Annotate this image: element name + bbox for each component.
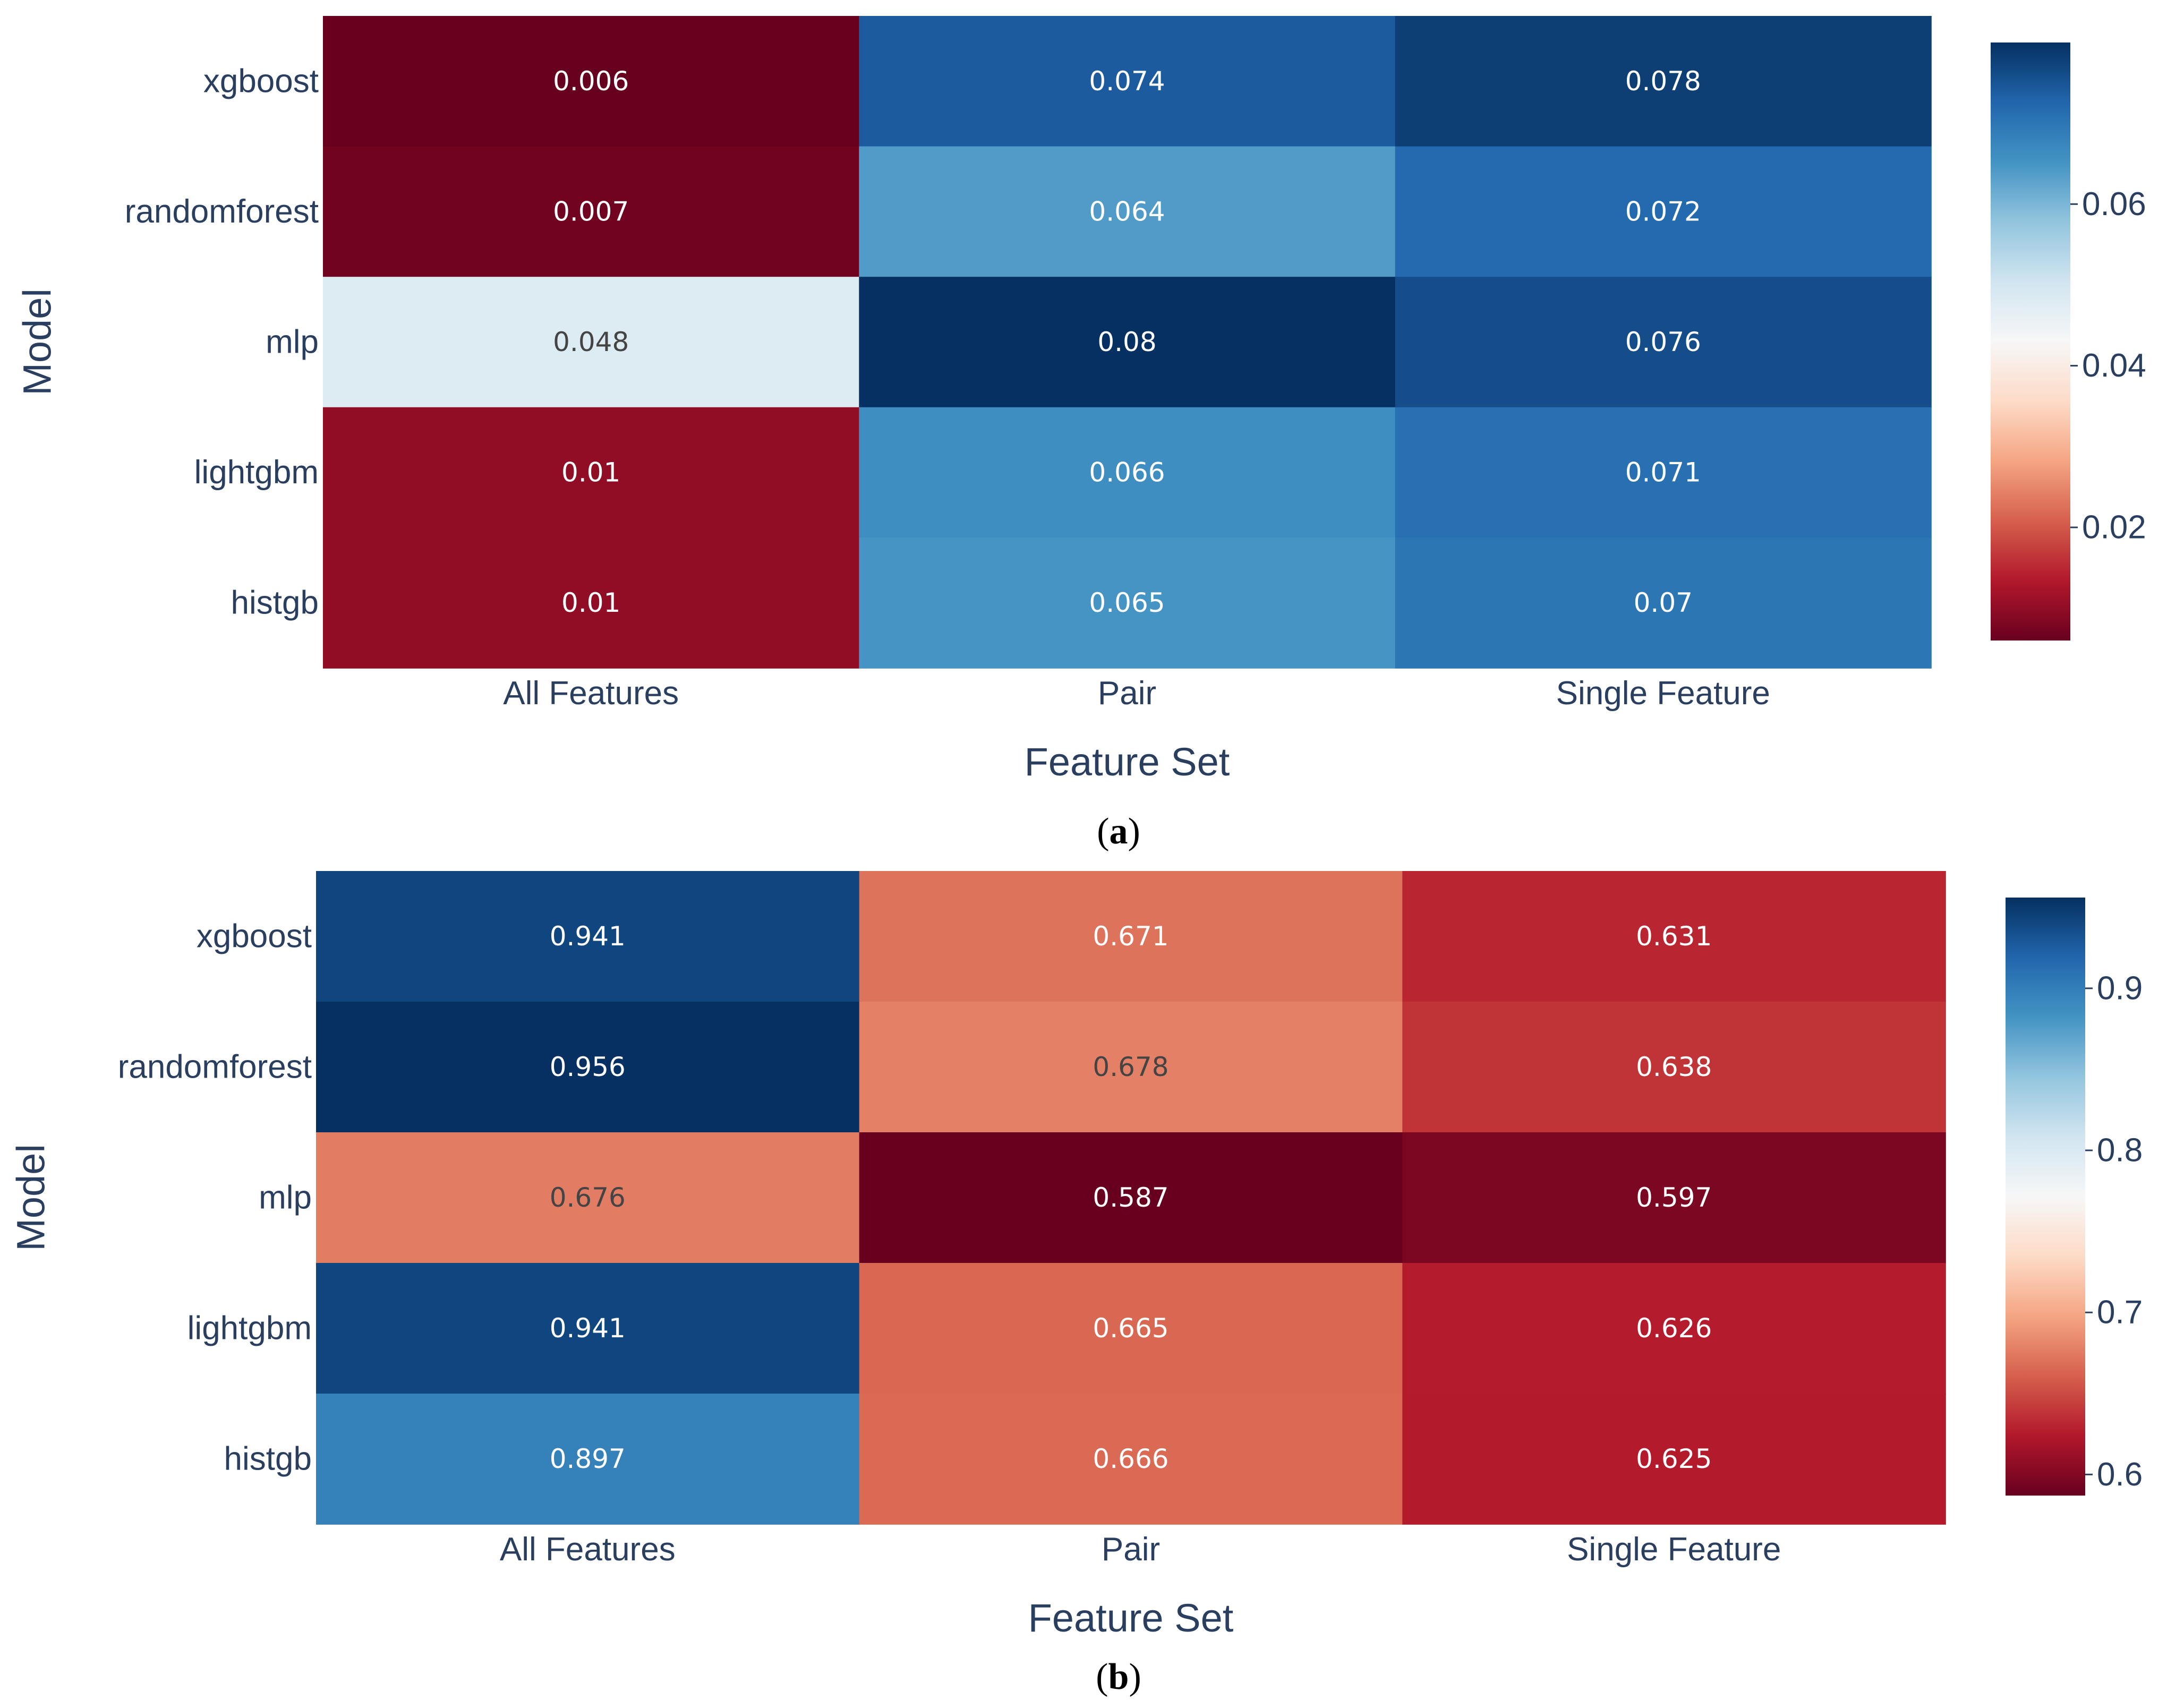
chart1-cell-r3-c0 — [316, 1263, 860, 1394]
caption-b: (b) — [1096, 1656, 1141, 1697]
chart0-colorbar-tick-0: 0.02 — [2082, 509, 2146, 546]
chart0-cell-label-r1-c2: 0.072 — [1625, 196, 1701, 227]
chart1-x-axis-title: Feature Set — [1028, 1596, 1234, 1640]
chart1-cell-label-r2-c2: 0.597 — [1636, 1182, 1712, 1213]
chart1-cell-r1-c1 — [859, 1002, 1403, 1133]
chart1-cell-r0-c1 — [859, 871, 1403, 1002]
chart0-cell-label-r1-c0: 0.007 — [553, 196, 629, 227]
chart1-y-tick-mlp: mlp — [259, 1180, 312, 1216]
chart0-cell-label-r4-c0: 0.01 — [561, 587, 620, 618]
chart0-cell-r1-c1 — [859, 146, 1396, 277]
chart0-cell-r2-c2 — [1395, 277, 1932, 408]
chart0-colorbar — [1991, 42, 2070, 640]
chart0-x-tick-1: Pair — [1098, 675, 1156, 712]
chart0-cell-r1-c0 — [323, 146, 860, 277]
chart0-x-tick-0: All Features — [503, 675, 679, 712]
chart0-y-tick-mlp: mlp — [266, 324, 319, 361]
chart0-cell-label-r0-c2: 0.078 — [1625, 66, 1701, 97]
chart0-y-tick-lightgbm: lightgbm — [194, 454, 319, 491]
caption-a-letter: a — [1110, 811, 1128, 852]
chart1-cell-label-r3-c2: 0.626 — [1636, 1313, 1712, 1344]
chart0-cell-label-r2-c0: 0.048 — [553, 327, 629, 357]
chart1-cell-label-r1-c2: 0.638 — [1636, 1052, 1712, 1082]
chart1-y-tick-xgboost: xgboost — [197, 918, 312, 955]
chart1-cell-r3-c2 — [1402, 1263, 1946, 1394]
chart0-y-tick-randomforest: randomforest — [125, 193, 319, 230]
chart1-cell-label-r2-c0: 0.676 — [550, 1182, 626, 1213]
caption-b-letter: b — [1108, 1656, 1129, 1697]
chart0-x-axis-title: Feature Set — [1025, 740, 1230, 784]
chart0-cell-r4-c2 — [1395, 537, 1932, 669]
chart1-colorbar-tick-0: 0.6 — [2097, 1456, 2143, 1493]
caption-a: (a) — [1097, 811, 1140, 852]
chart1-cell-r4-c0 — [316, 1394, 860, 1525]
chart0-cell-label-r4-c2: 0.07 — [1634, 587, 1693, 618]
chart0-cell-label-r0-c1: 0.074 — [1089, 66, 1165, 97]
chart0-cell-r4-c1 — [859, 537, 1396, 669]
chart1-cell-r0-c0 — [316, 871, 860, 1002]
chart1-cell-r2-c1 — [859, 1132, 1403, 1263]
chart1-cell-r4-c1 — [859, 1394, 1403, 1525]
heatmap-panel-a: 0.006 0.074 0.078 0.007 0.064 0.072 0.048 0.08 0… — [15, 16, 2146, 784]
chart0-cell-label-r3-c1: 0.066 — [1089, 457, 1165, 488]
chart1-x-tick-2: Single Feature — [1567, 1531, 1781, 1568]
chart1-cell-r1-c0 — [316, 1002, 860, 1133]
chart1-y-tick-randomforest: randomforest — [118, 1049, 312, 1086]
chart1-y-tick-lightgbm: lightgbm — [187, 1310, 312, 1347]
chart1-colorbar — [2006, 898, 2085, 1496]
chart0-y-tick-xgboost: xgboost — [203, 63, 319, 99]
chart0-colorbar-tick-2: 0.06 — [2082, 186, 2146, 223]
chart0-cell-label-r3-c2: 0.071 — [1625, 457, 1701, 488]
chart1-cell-r4-c2 — [1402, 1394, 1946, 1525]
chart0-cell-r3-c2 — [1395, 407, 1932, 539]
chart0-y-tick-histgb: histgb — [231, 585, 319, 621]
chart0-colorbar-tick-1: 0.04 — [2082, 347, 2146, 384]
chart0-cell-r1-c2 — [1395, 146, 1932, 277]
chart0-y-axis-title: Model — [15, 288, 59, 396]
chart1-cell-r0-c2 — [1402, 871, 1946, 1002]
chart0-cell-r0-c1 — [859, 16, 1396, 147]
chart1-cell-label-r1-c0: 0.956 — [550, 1052, 626, 1082]
chart1-y-tick-histgb: histgb — [224, 1441, 312, 1478]
chart0-cell-label-r1-c1: 0.064 — [1089, 196, 1165, 227]
chart0-cell-r4-c0 — [323, 537, 860, 669]
chart1-cell-label-r4-c2: 0.625 — [1636, 1444, 1712, 1474]
chart0-cell-r0-c2 — [1395, 16, 1932, 147]
chart1-cell-label-r2-c1: 0.587 — [1093, 1182, 1168, 1213]
chart1-cell-label-r4-c0: 0.897 — [550, 1444, 626, 1474]
chart1-cell-label-r3-c1: 0.665 — [1093, 1313, 1168, 1344]
chart0-cell-r0-c0 — [323, 16, 860, 147]
chart1-cell-r2-c2 — [1402, 1132, 1946, 1263]
chart0-cell-r2-c1 — [859, 277, 1396, 408]
chart0-cell-r3-c0 — [323, 407, 860, 539]
chart1-cell-label-r3-c0: 0.941 — [550, 1313, 626, 1344]
chart1-x-tick-0: All Features — [500, 1531, 676, 1568]
chart1-y-axis-title: Model — [9, 1144, 53, 1251]
chart1-colorbar-tick-3: 0.9 — [2097, 970, 2143, 1006]
chart1-cell-label-r0-c1: 0.671 — [1093, 921, 1168, 952]
heatmap-panel-b: 0.941 0.671 0.631 0.956 0.678 0.638 0.676 0.587… — [9, 871, 2143, 1640]
chart0-cell-label-r0-c0: 0.006 — [553, 66, 629, 97]
chart0-cell-label-r2-c2: 0.076 — [1625, 327, 1701, 357]
chart1-cell-r1-c2 — [1402, 1002, 1946, 1133]
chart1-cell-label-r4-c1: 0.666 — [1093, 1444, 1168, 1474]
chart1-cell-r3-c1 — [859, 1263, 1403, 1394]
chart0-cell-r3-c1 — [859, 407, 1396, 539]
chart0-cell-label-r4-c1: 0.065 — [1089, 587, 1165, 618]
chart1-colorbar-tick-2: 0.8 — [2097, 1132, 2143, 1169]
chart1-cell-r2-c0 — [316, 1132, 860, 1263]
chart1-cell-label-r0-c0: 0.941 — [550, 921, 626, 952]
chart1-x-tick-1: Pair — [1102, 1531, 1160, 1568]
chart0-cell-label-r3-c0: 0.01 — [561, 457, 620, 488]
chart0-cell-r2-c0 — [323, 277, 860, 408]
chart1-cell-label-r0-c2: 0.631 — [1636, 921, 1712, 952]
chart0-x-tick-2: Single Feature — [1556, 675, 1770, 712]
chart0-cell-label-r2-c1: 0.08 — [1097, 327, 1156, 357]
chart1-colorbar-tick-1: 0.7 — [2097, 1294, 2143, 1331]
chart1-cell-label-r1-c1: 0.678 — [1093, 1052, 1168, 1082]
